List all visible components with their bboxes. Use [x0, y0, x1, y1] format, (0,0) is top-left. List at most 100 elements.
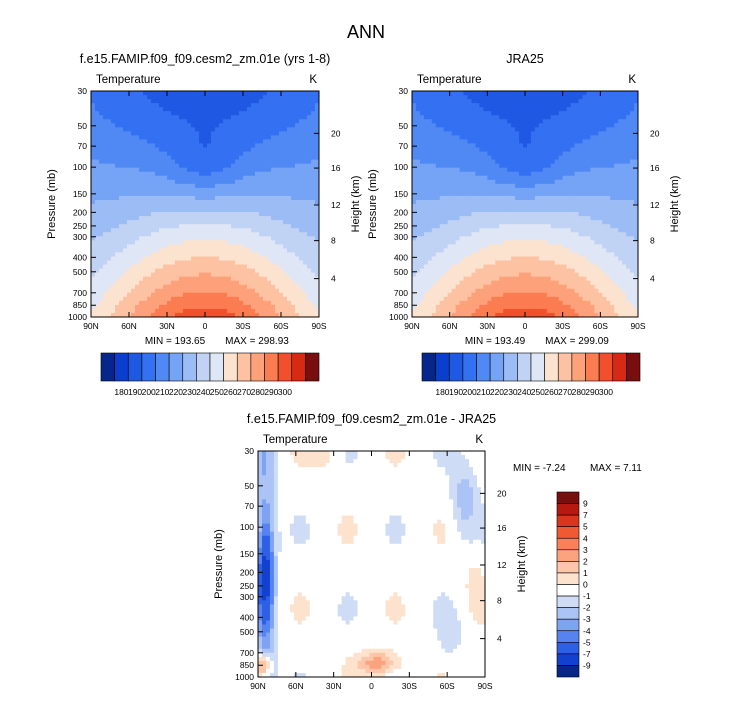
y-tick-label: 400 — [394, 252, 408, 262]
y-tick-label: 50 — [78, 121, 88, 131]
x-tick-label: 0 — [523, 321, 528, 331]
y-tick-label: 850 — [240, 660, 254, 670]
colorbar-swatch — [556, 491, 580, 504]
colorbar-tick-label: 2 — [583, 556, 588, 566]
y-tick-label: 1000 — [68, 312, 87, 322]
x-tick-label: 60N — [288, 681, 304, 691]
max-label: MAX = 299.09 — [545, 336, 609, 347]
colorbar-tick-label: 220 — [169, 387, 183, 397]
colorbar-swatch — [476, 352, 491, 382]
min-label: MIN = 193.49 — [465, 336, 526, 347]
colorbar-tick-label: 200 — [142, 387, 156, 397]
x-tick-label: 30S — [235, 321, 250, 331]
y-tick-label: 850 — [394, 300, 408, 310]
x-tick-label: 30S — [555, 321, 570, 331]
colorbar-tick-label: 270 — [237, 387, 251, 397]
colorbar-tick-label: 290 — [264, 387, 278, 397]
colorbar-swatch — [556, 653, 580, 666]
y-tick-label: 700 — [73, 288, 87, 298]
colorbar-swatch — [556, 607, 580, 620]
colorbar-tick-label: -5 — [583, 637, 591, 647]
colorbar-swatch — [612, 352, 627, 382]
variable-label: Temperature — [417, 74, 482, 86]
y2-tick-label: 20 — [497, 488, 507, 498]
colorbar-tick-label: 240 — [517, 387, 531, 397]
y2-tick-label: 4 — [497, 634, 502, 644]
colorbar-tick-label: 4 — [583, 533, 588, 543]
colorbar-tick-label: 290 — [585, 387, 599, 397]
x-tick-label: 60S — [440, 681, 455, 691]
colorbar-swatch — [489, 352, 505, 382]
y2-tick-label: 12 — [331, 200, 341, 210]
colorbar-tick-label: -7 — [583, 649, 591, 659]
y-tick-label: 150 — [240, 549, 254, 559]
y2-tick-label: 16 — [497, 523, 507, 533]
colorbar-swatch — [448, 352, 464, 382]
colorbar-swatch — [223, 352, 238, 382]
units-label: K — [309, 74, 317, 86]
colorbar-swatch — [100, 352, 115, 382]
x-tick-label: 90N — [250, 681, 266, 691]
y-tick-label: 250 — [240, 581, 254, 591]
y-axis-label: Pressure (mb) — [213, 529, 225, 599]
y-tick-label: 1000 — [389, 312, 408, 322]
colorbar-swatch — [556, 561, 580, 574]
y2-axis-label: Height (km) — [516, 536, 528, 593]
y-tick-label: 50 — [245, 481, 255, 491]
x-tick-label: 90N — [404, 321, 420, 331]
y2-tick-label: 12 — [650, 200, 660, 210]
colorbar-swatch — [462, 352, 477, 382]
y-axis-label: Pressure (mb) — [46, 169, 58, 239]
colorbar: 180 190 200 210 220 230 240 250 260 270 280 290 300 — [100, 352, 320, 397]
colorbar-swatch — [141, 352, 156, 382]
panel-title: f.e15.FAMIP.f09_f09.cesm2_zm.01e (yrs 1-… — [80, 52, 331, 66]
x-tick-label: 90S — [477, 681, 492, 691]
colorbar-swatch — [236, 352, 252, 382]
x-tick-label: 30N — [326, 681, 342, 691]
chart-panel-2: JRA25 Temperature K 90N 60N 30N 0 30S 60S 90S 30 50… — [367, 52, 681, 397]
y-tick-label: 1000 — [235, 672, 254, 682]
colorbar-swatch — [556, 549, 580, 562]
colorbar-swatch — [277, 352, 293, 382]
y2-tick-label: 8 — [497, 596, 502, 606]
colorbar-tick-label: 300 — [599, 387, 613, 397]
variable-label: Temperature — [263, 434, 328, 446]
colorbar-tick-label: 200 — [463, 387, 477, 397]
colorbar-swatch — [264, 352, 279, 382]
colorbar-tick-label: 190 — [128, 387, 142, 397]
y-tick-label: 30 — [399, 86, 409, 96]
x-tick-label: 60S — [273, 321, 288, 331]
colorbar-tick-label: 250 — [210, 387, 224, 397]
y-tick-label: 70 — [399, 141, 409, 151]
x-tick-label: 30S — [402, 681, 417, 691]
colorbar-swatch — [517, 352, 532, 382]
colorbar-tick-label: 180 — [114, 387, 128, 397]
y2-tick-label: 4 — [650, 274, 655, 284]
colorbar: 97 54 32 1 0-1 -2-3 -4-5 -7-9 — [556, 491, 591, 678]
panel-title: JRA25 — [506, 52, 544, 66]
colorbar-swatch — [503, 352, 518, 382]
y-tick-label: 50 — [399, 121, 409, 131]
y-tick-label: 200 — [240, 567, 254, 577]
y2-tick-label: 16 — [331, 163, 341, 173]
y-tick-label: 400 — [240, 612, 254, 622]
x-tick-label: 0 — [369, 681, 374, 691]
x-tick-label: 30N — [480, 321, 496, 331]
colorbar-tick-label: 1 — [583, 568, 588, 578]
y-tick-label: 70 — [245, 501, 255, 511]
colorbar-swatch — [626, 352, 641, 382]
colorbar-swatch — [556, 665, 580, 678]
colorbar-swatch — [435, 352, 450, 382]
figure-title: ANN — [347, 22, 385, 42]
colorbar-swatch — [168, 352, 184, 382]
y-tick-label: 850 — [73, 300, 87, 310]
colorbar-swatch — [556, 595, 580, 608]
y-tick-label: 30 — [78, 86, 88, 96]
y-tick-label: 250 — [394, 221, 408, 231]
x-tick-label: 60N — [442, 321, 458, 331]
colorbar-swatch — [556, 642, 580, 655]
y-tick-label: 100 — [394, 162, 408, 172]
min-label: MIN = -7.24 — [513, 463, 566, 474]
contour-field — [91, 91, 320, 318]
y-tick-label: 500 — [73, 267, 87, 277]
